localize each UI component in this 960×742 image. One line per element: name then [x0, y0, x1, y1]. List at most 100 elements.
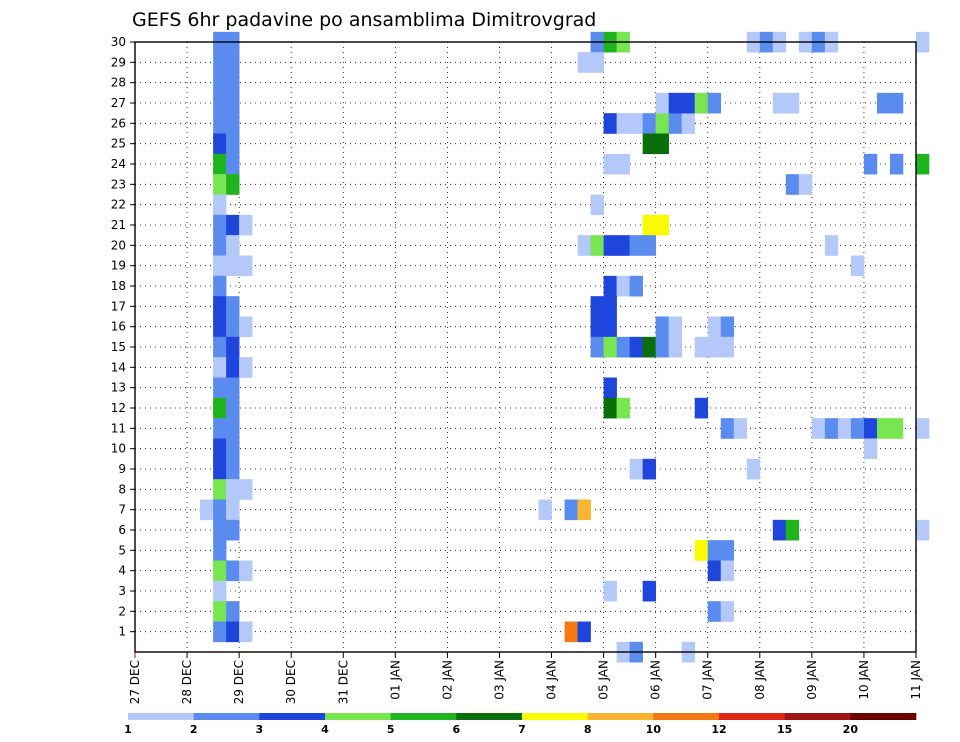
colorbar-label: 7: [518, 723, 526, 736]
x-tick-label: 01 JAN: [388, 660, 402, 700]
heatmap-cell: [213, 72, 227, 94]
heatmap-cell: [226, 499, 240, 521]
heatmap-cell: [668, 113, 682, 134]
heatmap-cell: [590, 336, 604, 358]
heatmap-cell: [694, 92, 709, 114]
colorbar-swatch: [193, 713, 260, 720]
y-tick-label: 13: [111, 381, 126, 395]
heatmap-cell: [876, 418, 891, 439]
heatmap-cell: [590, 316, 604, 338]
heatmap-cell: [564, 621, 578, 643]
heatmap-cell: [213, 519, 227, 541]
y-tick-label: 1: [118, 625, 126, 639]
heatmap-cell: [707, 601, 722, 622]
colorbar-label: 6: [453, 723, 461, 736]
x-tick-label: 04 JAN: [545, 660, 559, 700]
heatmap-cell: [213, 540, 227, 561]
heatmap-cell: [642, 336, 656, 358]
heatmap-cell: [603, 235, 617, 256]
y-tick-label: 27: [111, 96, 126, 110]
y-tick-label: 26: [111, 116, 126, 130]
y-tick-label: 11: [111, 421, 126, 435]
heatmap-cell: [213, 174, 227, 195]
heatmap-cell: [213, 499, 227, 521]
heatmap-cell: [226, 133, 240, 155]
heatmap-cell: [603, 377, 617, 399]
heatmap-cell: [213, 214, 227, 236]
colorbar-label: 20: [843, 723, 859, 736]
heatmap-cell: [200, 499, 214, 521]
colorbar-swatch: [390, 713, 457, 720]
heatmap-cell: [590, 296, 604, 317]
heatmap-cell: [707, 316, 722, 338]
heatmap-cell: [239, 621, 253, 643]
heatmap-cell: [616, 235, 630, 256]
x-tick-label: 27 DEC: [128, 660, 142, 704]
heatmap-cell: [720, 540, 735, 561]
heatmap-cell: [226, 235, 240, 256]
colorbar-label: 1: [124, 723, 132, 736]
heatmap-cell: [213, 397, 227, 419]
heatmap-cell: [603, 580, 617, 602]
heatmap-cell: [616, 113, 630, 134]
heatmap-cell: [720, 316, 735, 338]
colorbar-label: 5: [387, 723, 395, 736]
heatmap-cell: [772, 519, 787, 541]
heatmap-cell: [590, 194, 604, 216]
y-tick-label: 25: [111, 137, 126, 151]
heatmap-cell: [694, 397, 709, 419]
heatmap-cell: [785, 519, 800, 541]
heatmap-cell: [642, 133, 656, 155]
heatmap-cell: [824, 418, 839, 439]
heatmap-cell: [213, 92, 227, 114]
heatmap-cell: [850, 418, 865, 439]
heatmap-cell: [226, 296, 240, 317]
y-tick-label: 23: [111, 177, 126, 191]
colorbar-label: 2: [190, 723, 198, 736]
heatmap-cell: [916, 519, 930, 541]
heatmap-cell: [655, 214, 669, 236]
heatmap-cell: [226, 174, 240, 195]
heatmap-cell: [733, 418, 748, 439]
x-tick-label: 11 JAN: [909, 660, 923, 700]
heatmap-cell: [226, 560, 240, 582]
y-tick-label: 24: [111, 157, 126, 171]
heatmap-cell: [213, 357, 227, 378]
heatmap-cell: [668, 336, 682, 358]
y-tick-label: 14: [111, 360, 126, 374]
y-axis-ticks: 1234567891011121314151617181920212223242…: [111, 35, 135, 639]
heatmap-cell: [603, 397, 617, 419]
heatmap-cell: [720, 418, 735, 439]
heatmap-cell: [863, 153, 878, 175]
y-tick-label: 17: [111, 299, 126, 313]
colorbar-label: 4: [321, 723, 329, 736]
heatmap-cell: [863, 438, 878, 460]
x-tick-label: 29 DEC: [232, 660, 246, 704]
colorbar-swatch: [850, 713, 917, 720]
heatmap-cell: [226, 601, 240, 622]
heatmap-cell: [213, 560, 227, 582]
heatmap-cell: [577, 499, 591, 521]
heatmap-cell: [213, 255, 227, 277]
heatmap-cell: [707, 560, 722, 582]
heatmap-cell: [239, 560, 253, 582]
heatmap-cell: [889, 92, 904, 114]
colorbar-label: 15: [777, 723, 792, 736]
heatmap-cell: [577, 235, 591, 256]
x-axis-ticks: 27 DEC 28 DEC 29 DEC 30 DEC 31 DEC 01 JAN 02 J…: [128, 652, 923, 704]
x-tick-label: 09 JAN: [805, 660, 819, 700]
heatmap-cell: [850, 255, 865, 277]
colorbar-swatch: [456, 713, 523, 720]
heatmap-cell: [642, 235, 656, 256]
y-tick-label: 28: [111, 76, 126, 90]
y-tick-label: 15: [111, 340, 126, 354]
heatmap-cell: [213, 316, 227, 338]
heatmap-cell: [889, 153, 904, 175]
colorbar-swatch: [325, 713, 391, 720]
heatmap-cell: [655, 336, 669, 358]
heatmap-cell: [226, 458, 240, 480]
heatmap-cell: [876, 92, 891, 114]
heatmap-cell: [916, 418, 930, 439]
heatmap-cell: [226, 397, 240, 419]
heatmap-cell: [226, 113, 240, 134]
